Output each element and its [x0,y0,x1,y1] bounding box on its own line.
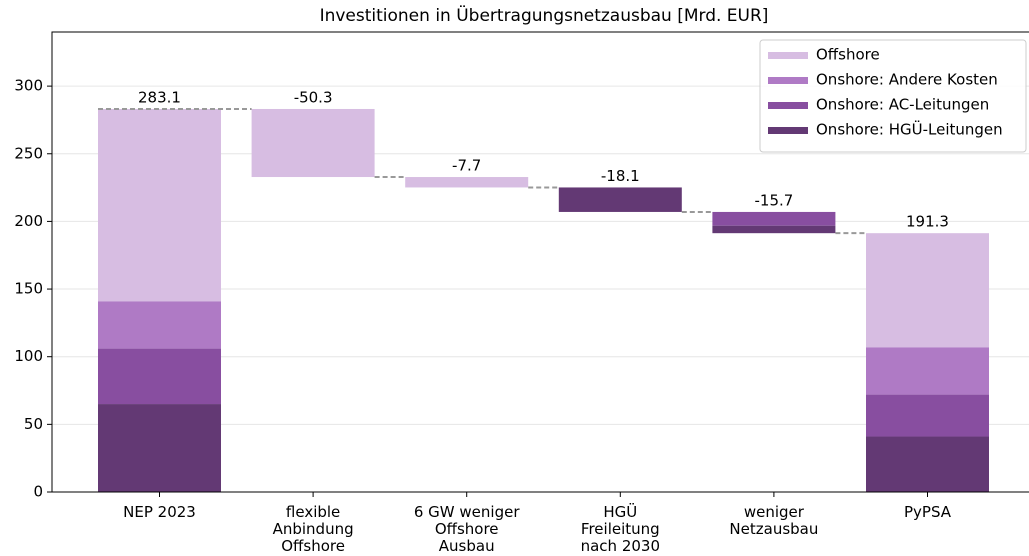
y-tick-label: 300 [14,77,43,95]
y-tick-label: 100 [14,347,43,365]
legend-label: Onshore: Andere Kosten [816,71,998,89]
value-label: -15.7 [754,191,793,209]
value-label: 283.1 [138,88,181,106]
value-label: -7.7 [452,157,481,175]
bar-segment [558,187,682,212]
x-tick-label: weniger Netzausbau [729,503,818,538]
bar-segment [98,348,221,405]
legend-swatch [768,127,808,134]
value-label: -50.3 [294,88,333,106]
y-tick-label: 250 [14,144,43,162]
y-tick-label: 150 [14,280,43,298]
legend-box [759,39,1027,153]
legend-label: Offshore [816,46,880,64]
x-tick-label: HGÜ Freileitung nach 2030 [581,502,660,555]
legend-label: Onshore: HGÜ-Leitungen [816,120,1003,139]
bar-segment [866,436,989,492]
bar-segment [98,404,221,492]
x-tick-label: PyPSA [904,503,952,521]
bar-segment [98,108,221,302]
bar-segment [866,394,989,437]
bar-segment [866,233,989,348]
bar-segment [712,211,836,226]
legend-swatch [768,102,808,109]
y-tick-label: 50 [24,415,43,433]
bar-segment [866,347,989,395]
y-tick-label: 0 [33,483,43,501]
legend-swatch [768,52,808,59]
value-label: 191.3 [906,213,949,231]
x-tick-label: 6 GW weniger Offshore Ausbau [414,503,520,555]
legend-label: Onshore: AC-Leitungen [816,96,989,114]
chart-title: Investitionen in Übertragungsnetzausbau … [320,4,769,26]
bar-segment [405,177,529,188]
bar-segment [98,301,221,349]
legend-swatch [768,77,808,84]
bar-segment [712,225,836,234]
y-tick-label: 200 [14,212,43,230]
x-tick-label: NEP 2023 [123,503,196,521]
bar-segment [251,108,375,178]
x-tick-label: flexible Anbindung Offshore [273,503,354,555]
value-label: -18.1 [601,167,640,185]
axis-frame [51,31,1029,493]
